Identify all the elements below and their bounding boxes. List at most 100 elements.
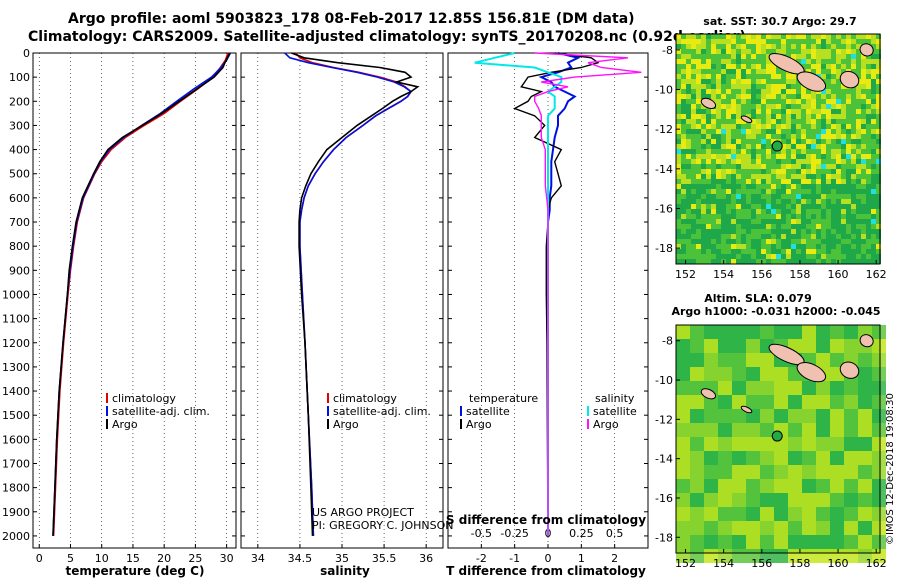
map-cell	[736, 249, 741, 254]
map-cell	[856, 234, 861, 239]
map-cell	[811, 234, 816, 239]
map-cell	[876, 229, 881, 234]
map-cell	[806, 34, 811, 39]
map-cell	[826, 219, 831, 224]
map-cell	[696, 219, 701, 224]
map-cell	[856, 199, 861, 204]
map-cell	[706, 124, 711, 129]
map-cell	[826, 239, 831, 244]
map-cell	[736, 194, 741, 199]
map-cell	[821, 74, 826, 79]
map-cell	[681, 249, 686, 254]
map-cell	[686, 124, 691, 129]
map-cell	[681, 39, 686, 44]
map-cell	[781, 89, 786, 94]
map-cell	[791, 94, 796, 99]
map-cell	[741, 249, 746, 254]
map-cell	[696, 89, 701, 94]
map-cell	[871, 174, 876, 179]
map-cell	[701, 59, 706, 64]
lat-tick-label: -14	[655, 163, 673, 176]
map-cell	[761, 219, 766, 224]
map-cell	[706, 44, 711, 49]
map-cell	[676, 44, 681, 49]
map-cell	[691, 49, 696, 54]
map-cell	[776, 184, 781, 189]
map-cell	[831, 219, 836, 224]
map-cell	[741, 199, 746, 204]
map-cell	[856, 249, 861, 254]
map-cell	[836, 179, 841, 184]
map-cell	[731, 59, 736, 64]
map-cell	[751, 249, 756, 254]
map-cell	[721, 84, 726, 89]
map-cell	[766, 159, 771, 164]
map-cell	[871, 119, 876, 124]
map-cell	[741, 44, 746, 49]
map-cell	[691, 164, 696, 169]
map-cell	[876, 109, 881, 114]
map-cell	[821, 39, 826, 44]
map-cell	[866, 239, 871, 244]
map-cell	[718, 381, 732, 395]
map-cell	[826, 224, 831, 229]
map-cell	[836, 154, 841, 159]
map-cell	[861, 239, 866, 244]
map-cell	[760, 325, 774, 339]
map-cell	[796, 144, 801, 149]
map-cell	[856, 219, 861, 224]
map-cell	[861, 54, 866, 59]
map-cell	[781, 259, 786, 264]
map-cell	[686, 84, 691, 89]
map-cell	[731, 124, 736, 129]
map-cell	[771, 39, 776, 44]
map-cell	[774, 409, 788, 423]
map-cell	[771, 204, 776, 209]
map-cell	[831, 109, 836, 114]
map-cell	[806, 134, 811, 139]
legend-sal-clim-label: climatology	[333, 392, 397, 405]
map-cell	[856, 109, 861, 114]
map-cell	[696, 74, 701, 79]
map-cell	[741, 144, 746, 149]
map-cell	[788, 507, 802, 521]
map-cell	[751, 49, 756, 54]
map-cell	[856, 244, 861, 249]
map-cell	[811, 199, 816, 204]
map-cell	[706, 174, 711, 179]
map-cell	[690, 479, 704, 493]
map-cell	[761, 154, 766, 159]
map-cell	[686, 44, 691, 49]
map-cell	[831, 119, 836, 124]
y-tick-label: 1400	[2, 385, 30, 398]
map-cell	[676, 129, 681, 134]
map-cell	[761, 94, 766, 99]
map-cell	[716, 49, 721, 54]
lon-tick-label: 162	[866, 268, 887, 281]
map-cell	[841, 259, 846, 264]
map-cell	[756, 49, 761, 54]
map-cell	[726, 99, 731, 104]
map-cell	[761, 234, 766, 239]
map-cell	[861, 169, 866, 174]
map-cell	[686, 149, 691, 154]
map-cell	[691, 64, 696, 69]
legend-temp-clim-label: climatology	[112, 392, 176, 405]
map-cell	[791, 249, 796, 254]
map-cell	[776, 79, 781, 84]
map-cell	[756, 189, 761, 194]
map-cell	[856, 129, 861, 134]
map-cell	[721, 144, 726, 149]
map-cell	[841, 154, 846, 159]
map-cell	[816, 134, 821, 139]
map-cell	[776, 259, 781, 264]
map-cell	[806, 124, 811, 129]
map-cell	[851, 104, 856, 109]
map-cell	[841, 124, 846, 129]
map-cell	[826, 44, 831, 49]
map-cell	[721, 59, 726, 64]
map-cell	[681, 44, 686, 49]
map-cell	[776, 149, 781, 154]
map-cell	[791, 129, 796, 134]
map-cell	[701, 239, 706, 244]
